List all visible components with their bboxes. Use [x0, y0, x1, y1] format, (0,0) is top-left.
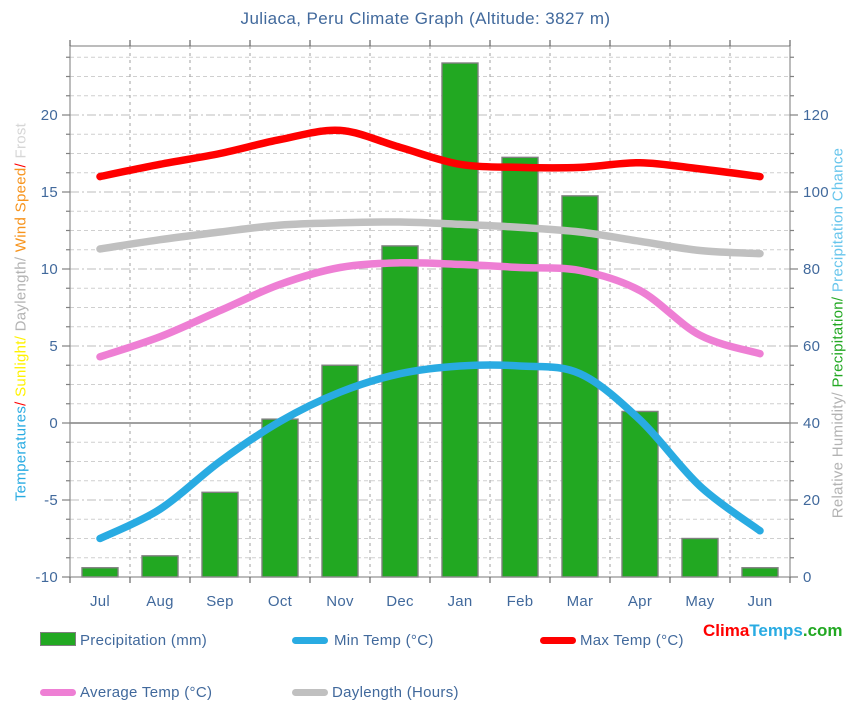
- precipitation-bar-sep: [201, 491, 239, 578]
- chart-title: Juliaca, Peru Climate Graph (Altitude: 3…: [240, 9, 611, 28]
- legend-label-min-temp: Min Temp (°C): [334, 632, 434, 649]
- x-axis-month-label: Jul: [90, 593, 110, 610]
- x-axis-month-label: May: [685, 593, 714, 610]
- left-axis-title-text: Temperatures/ Sunlight/ Daylength/ Wind …: [12, 122, 30, 502]
- avg-temp-line: [96, 258, 764, 361]
- x-axis-month-label: Nov: [326, 593, 354, 610]
- x-axis-month-label: Dec: [386, 593, 414, 610]
- min-temp-line: [96, 361, 764, 543]
- legend-swatch-precipitation: [40, 632, 76, 646]
- precipitation-bar-jul: [81, 567, 119, 578]
- x-axis-month-label: Jun: [747, 593, 772, 610]
- precipitation-bar-jan: [441, 62, 479, 578]
- x-axis-month-label: Sep: [206, 593, 234, 610]
- right-axis-tick-label: 0: [803, 569, 812, 586]
- x-axis-month-label: Aug: [146, 593, 174, 610]
- right-axis-tick-label: 80: [803, 261, 820, 278]
- max-temp-line: [96, 126, 764, 181]
- legend-label-precipitation: Precipitation (mm): [80, 632, 208, 649]
- precipitation-bar-mar: [561, 195, 599, 578]
- legend-label-daylength: Daylength (Hours): [332, 684, 459, 701]
- left-axis-tick-label: 0: [49, 415, 58, 432]
- x-axis-month-label: Feb: [507, 593, 534, 610]
- legend-label-max-temp: Max Temp (°C): [580, 632, 684, 649]
- precipitation-bar-jun: [741, 567, 779, 578]
- left-axis-tick-label: 5: [49, 338, 58, 355]
- right-axis-title-text: Relative Humidity/ Precipitation/ Precip…: [829, 147, 847, 519]
- legend-swatch-max-temp: [540, 637, 576, 644]
- right-axis-tick-label: 20: [803, 492, 820, 509]
- legend-swatch-daylength: [292, 689, 328, 696]
- legend-swatch-avg-temp: [40, 689, 76, 696]
- left-axis-tick-label: 15: [41, 184, 58, 201]
- x-axis-month-label: Mar: [567, 593, 594, 610]
- right-axis-tick-label: 120: [803, 107, 829, 124]
- precipitation-bar-dec: [381, 245, 419, 578]
- climatemps-logo[interactable]: ClimaTemps.com: [703, 621, 843, 640]
- left-axis-tick-label: -10: [35, 569, 58, 586]
- right-axis-tick-label: 60: [803, 338, 820, 355]
- x-axis-month-label: Oct: [268, 593, 293, 610]
- left-axis-tick-label: 10: [41, 261, 58, 278]
- legend-label-avg-temp: Average Temp (°C): [80, 684, 213, 701]
- precipitation-bar-oct: [261, 418, 299, 578]
- left-axis-tick-label: 20: [41, 107, 58, 124]
- right-axis-tick-label: 40: [803, 415, 820, 432]
- precipitation-bar-may: [681, 537, 719, 578]
- right-axis-tick-label: 100: [803, 184, 829, 201]
- precipitation-bar-aug: [141, 555, 179, 578]
- left-axis-tick-label: -5: [44, 492, 58, 509]
- x-axis-month-label: Apr: [628, 593, 652, 610]
- daylength-line: [96, 218, 764, 258]
- legend-swatch-min-temp: [292, 637, 328, 644]
- x-axis-month-label: Jan: [447, 593, 472, 610]
